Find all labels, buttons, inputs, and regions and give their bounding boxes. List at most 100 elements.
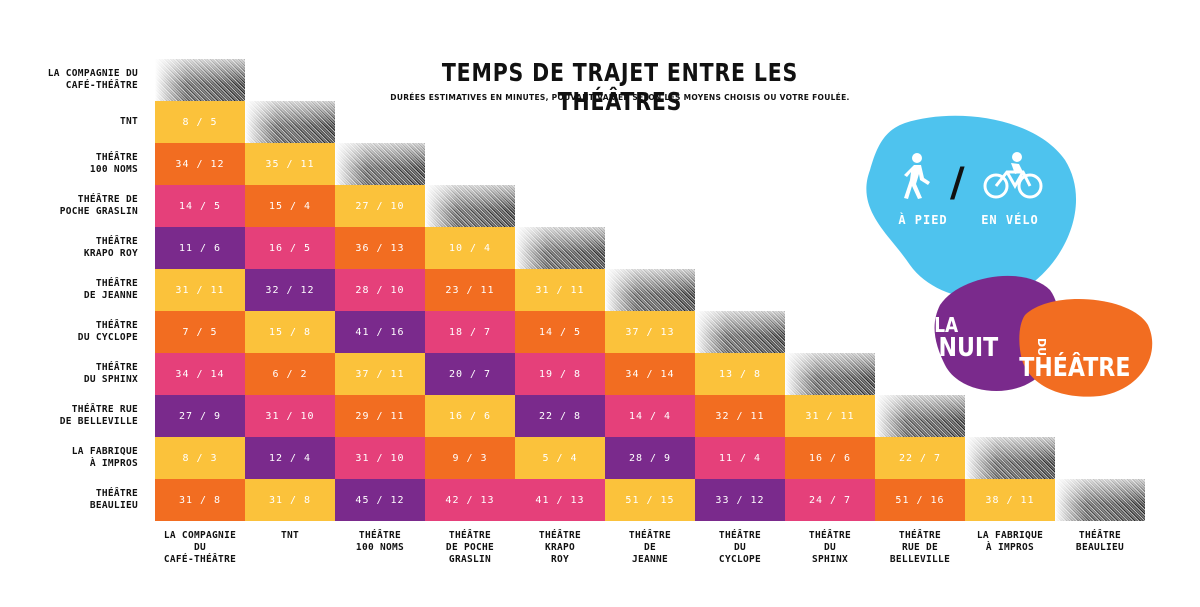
row-label: TNT [119, 116, 138, 127]
column-label: THÉÂTRE DE JEANNE [628, 530, 672, 565]
column-label: TNT [280, 530, 300, 541]
matrix-cell: 8 / 3 [155, 437, 245, 479]
column-label: THÉÂTRE DU SPHINX [808, 530, 852, 565]
matrix-cell: 11 / 4 [695, 437, 785, 479]
matrix-cell: 33 / 12 [695, 479, 785, 521]
row-label: THÉÂTRE DE JEANNE [83, 278, 138, 301]
diagonal-cell [695, 311, 785, 353]
matrix-cell: 31 / 8 [245, 479, 335, 521]
svg-text:LA: LA [934, 315, 959, 338]
matrix-cell: 51 / 15 [605, 479, 695, 521]
matrix-cell: 32 / 11 [695, 395, 785, 437]
matrix-cell: 34 / 14 [605, 353, 695, 395]
column-label: THÉÂTRE DU CYCLOPE [718, 530, 762, 565]
matrix-cell: 37 / 13 [605, 311, 695, 353]
diagonal-cell [785, 353, 875, 395]
column-label: THÉÂTRE KRAPO ROY [538, 530, 582, 565]
matrix-cell: 15 / 8 [245, 311, 335, 353]
matrix-cell: 27 / 10 [335, 185, 425, 227]
matrix-cell: 14 / 5 [515, 311, 605, 353]
matrix-cell: 8 / 5 [155, 101, 245, 143]
diagonal-cell [335, 143, 425, 185]
column-label: THÉÂTRE 100 NOMS [355, 530, 405, 553]
column-label: THÉÂTRE DE POCHE GRASLIN [445, 530, 495, 565]
matrix-cell: 22 / 8 [515, 395, 605, 437]
diagonal-cell [425, 185, 515, 227]
matrix-cell: 7 / 5 [155, 311, 245, 353]
matrix-cell: 20 / 7 [425, 353, 515, 395]
matrix-cell: 34 / 14 [155, 353, 245, 395]
column-label: LA FABRIQUE À IMPROS [976, 530, 1044, 553]
matrix-cell: 14 / 4 [605, 395, 695, 437]
diagonal-cell [245, 101, 335, 143]
matrix-cell: 32 / 12 [245, 269, 335, 311]
matrix-cell: 36 / 13 [335, 227, 425, 269]
matrix-cell: 51 / 16 [875, 479, 965, 521]
row-label: THÉÂTRE DU CYCLOPE [77, 320, 138, 343]
matrix-cell: 14 / 5 [155, 185, 245, 227]
matrix-cell: 27 / 9 [155, 395, 245, 437]
matrix-cell: 41 / 16 [335, 311, 425, 353]
diagonal-cell [515, 227, 605, 269]
matrix-cell: 5 / 4 [515, 437, 605, 479]
column-label: THÉÂTRE RUE DE BELLEVILLE [889, 530, 951, 565]
matrix-cell: 29 / 11 [335, 395, 425, 437]
pedestrian-icon [904, 153, 930, 199]
matrix-cell: 15 / 4 [245, 185, 335, 227]
row-label: LA FABRIQUE À IMPROS [71, 446, 138, 469]
row-label: THÉÂTRE BEAULIEU [89, 488, 138, 511]
column-label: THÉÂTRE BEAULIEU [1075, 530, 1125, 553]
matrix-cell: 11 / 6 [155, 227, 245, 269]
matrix-cell: 24 / 7 [785, 479, 875, 521]
matrix-cell: 22 / 7 [875, 437, 965, 479]
matrix-cell: 31 / 8 [155, 479, 245, 521]
matrix-cell: 31 / 11 [515, 269, 605, 311]
diagonal-cell [875, 395, 965, 437]
cyclist-icon [983, 152, 1043, 199]
row-label: THÉÂTRE 100 NOMS [89, 152, 138, 175]
matrix-cell: 23 / 11 [425, 269, 515, 311]
matrix-cell: 10 / 4 [425, 227, 515, 269]
matrix-cell: 28 / 9 [605, 437, 695, 479]
matrix-cell: 28 / 10 [335, 269, 425, 311]
page-title: TEMPS DE TRAJET ENTRE LES THÉÂTRES [441, 58, 799, 116]
row-label: LA COMPAGNIE DU CAFÉ-THÉÂTRE [47, 68, 138, 91]
matrix-cell: 31 / 10 [335, 437, 425, 479]
matrix-cell: 35 / 11 [245, 143, 335, 185]
matrix-cell: 19 / 8 [515, 353, 605, 395]
matrix-cell: 34 / 12 [155, 143, 245, 185]
row-label: THÉÂTRE RUE DE BELLEVILLE [59, 404, 138, 427]
matrix-cell: 31 / 11 [155, 269, 245, 311]
svg-text:THÉÂTRE: THÉÂTRE [1019, 351, 1130, 382]
matrix-cell: 38 / 11 [965, 479, 1055, 521]
diagonal-cell [965, 437, 1055, 479]
svg-text:DU: DU [1035, 338, 1048, 356]
matrix-cell: 45 / 12 [335, 479, 425, 521]
bike-label: EN VÉLO [981, 213, 1039, 227]
matrix-cell: 42 / 13 [425, 479, 515, 521]
diagonal-cell [155, 59, 245, 101]
row-label: THÉÂTRE DU SPHINX [83, 362, 138, 385]
matrix-cell: 31 / 11 [785, 395, 875, 437]
column-label: LA COMPAGNIE DU CAFÉ-THÉÂTRE [163, 530, 237, 565]
row-label: THÉÂTRE KRAPO ROY [83, 236, 138, 259]
matrix-cell: 6 / 2 [245, 353, 335, 395]
matrix-cell: 31 / 10 [245, 395, 335, 437]
matrix-cell: 16 / 6 [425, 395, 515, 437]
matrix-cell: 16 / 6 [785, 437, 875, 479]
matrix-cell: 16 / 5 [245, 227, 335, 269]
la-nuit-du-theatre-logo: LA NUIT DU THÉÂTRE [934, 275, 1153, 397]
matrix-cell: 41 / 13 [515, 479, 605, 521]
row-label: THÉÂTRE DE POCHE GRASLIN [59, 194, 138, 217]
matrix-cell: 37 / 11 [335, 353, 425, 395]
walk-label: À PIED [898, 213, 948, 227]
diagonal-cell [1055, 479, 1145, 521]
matrix-cell: 12 / 4 [245, 437, 335, 479]
svg-text:NUIT: NUIT [939, 332, 999, 362]
legend-separator: / [950, 160, 965, 206]
matrix-cell: 18 / 7 [425, 311, 515, 353]
matrix-cell: 9 / 3 [425, 437, 515, 479]
page-subtitle: DURÉES ESTIMATIVES EN MINUTES, POUVANT V… [390, 93, 850, 102]
diagonal-cell [605, 269, 695, 311]
matrix-cell: 13 / 8 [695, 353, 785, 395]
